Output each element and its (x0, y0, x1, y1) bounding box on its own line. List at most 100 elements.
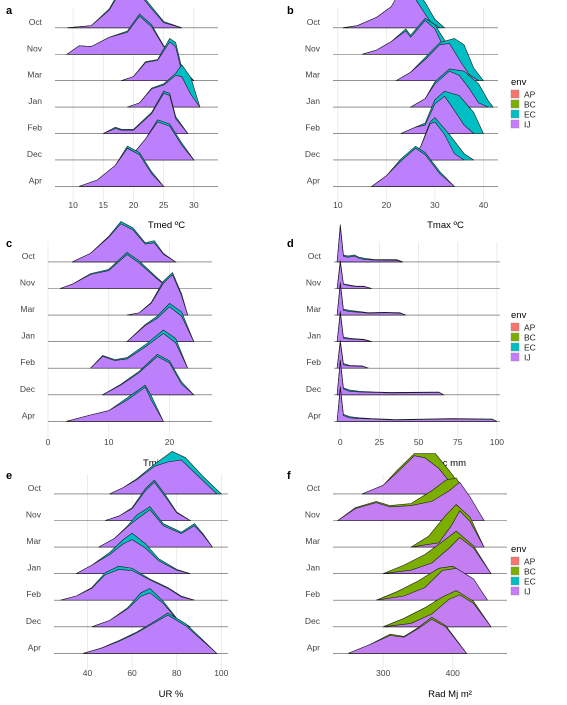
tick-label: 25 (375, 437, 385, 447)
density-ec (336, 359, 445, 396)
ridge-jan: Jan (306, 68, 498, 108)
row-label: Mar (20, 304, 35, 314)
row-label: Feb (27, 123, 42, 133)
panel-d: d Oct Nov Mar Jan Feb Dec Apr 0 25 50 75 100 Prec mm e… (287, 224, 536, 469)
density-ij (336, 226, 403, 263)
ridge-dec: Dec (306, 359, 500, 396)
row-label: Dec (305, 616, 321, 626)
legend-swatch-ec (510, 342, 520, 352)
legend-swatch-ij (510, 586, 520, 596)
density-ij (336, 388, 498, 422)
legend-swatch-bc (510, 332, 520, 342)
ridge-jan: Jan (21, 303, 212, 342)
panel-e: e Oct Nov Mar Jan Feb Dec Apr 40 60 80 100 UR % (6, 451, 229, 700)
ridge-apr: Apr (22, 384, 212, 422)
row-label: Apr (308, 410, 321, 420)
row-label: Mar (305, 70, 320, 80)
panel-a: a Oct Nov Mar Jan Feb Dec Apr 10 15 20 25 30 Tmed ºC (6, 0, 218, 231)
density-ij (348, 618, 468, 654)
ridge-nov: Nov (305, 17, 498, 55)
panel-f: f Oct Nov Mar Jan Feb Dec Apr 300 400 Rad Mj m² env… (287, 453, 536, 700)
ridge-nov: Nov (20, 252, 212, 289)
row-label: Feb (20, 357, 35, 367)
density-ij (76, 539, 191, 574)
density-ij (126, 274, 189, 316)
ridge-nov: Nov (305, 477, 507, 521)
tick-label: 40 (479, 200, 489, 210)
legend-swatch-ap (510, 556, 520, 566)
row-label: Mar (27, 70, 42, 80)
row-label: Jan (306, 563, 320, 573)
legend-title: env (511, 544, 527, 555)
tick-label: 20 (165, 437, 175, 447)
row-label: Mar (26, 536, 41, 546)
density-ij (66, 386, 164, 422)
row-label: Dec (305, 149, 321, 159)
x-axis-label: Tmax ºC (427, 220, 464, 231)
row-label: Apr (22, 410, 35, 420)
row-label: Feb (305, 589, 320, 599)
row-label: Mar (306, 304, 321, 314)
tick-label: 30 (430, 200, 440, 210)
row-label: Nov (306, 278, 322, 288)
row-label: Oct (22, 251, 36, 261)
ridge-apr: Apr (307, 616, 507, 654)
density-ij (400, 95, 475, 134)
row-label: Oct (308, 251, 322, 261)
legend-swatch-bc (510, 566, 520, 576)
row-label: Apr (307, 175, 320, 185)
density-ij (336, 361, 444, 396)
legend-label: BC (524, 333, 536, 343)
density-ij (336, 342, 369, 369)
panel-c: cOctNovMarJanFebDecApr01020Tmin ºC (6, 221, 212, 469)
row-label: Dec (306, 384, 322, 394)
legend-swatch-ap (510, 322, 520, 332)
tick-label: 0 (338, 437, 343, 447)
row-label: Jan (307, 331, 321, 341)
row-label: Nov (26, 510, 42, 520)
x-axis-label: Prec mm (428, 458, 466, 469)
row-label: Nov (305, 510, 321, 520)
density-ij (376, 567, 489, 601)
panel-b: b Oct Nov Mar Jan Feb Dec Apr 10 20 30 40 Tmax ºC env… (287, 0, 536, 231)
density-ec (336, 224, 404, 263)
row-label: Jan (28, 96, 42, 106)
ridge-nov: Nov (306, 260, 500, 289)
density-ij (72, 223, 177, 263)
x-axis-label: UR % (159, 689, 184, 700)
density-ij (67, 0, 182, 29)
legend-label: IJ (524, 120, 531, 130)
ridge-oct: Oct (307, 0, 498, 29)
tick-label: 10 (333, 200, 343, 210)
legend-label: AP (524, 557, 536, 567)
ridge-jan: Jan (28, 64, 218, 108)
density-ij (410, 510, 485, 548)
density-ij (336, 284, 407, 316)
ridge-mar: Mar (306, 282, 500, 316)
tick-label: 10 (68, 200, 78, 210)
legend-label: BC (524, 100, 536, 110)
tick-label: 30 (189, 200, 199, 210)
tick-label: 80 (172, 668, 182, 678)
tick-label: 50 (414, 437, 424, 447)
legend-title: env (511, 77, 527, 88)
legend-label: AP (524, 90, 536, 100)
ridge-apr: Apr (308, 386, 500, 422)
row-label: Nov (20, 278, 36, 288)
tick-label: 10 (104, 437, 114, 447)
legend-label: EC (524, 343, 536, 353)
density-ij (383, 537, 492, 574)
ridge-dec: Dec (20, 354, 212, 396)
density-ij (60, 569, 195, 601)
tick-label: 60 (127, 668, 137, 678)
ridge-oct: Oct (29, 0, 218, 29)
ridge-feb: Feb (306, 340, 500, 369)
legend-title: env (511, 310, 527, 321)
row-label: Dec (27, 149, 43, 159)
row-label: Dec (20, 384, 36, 394)
density-ij (370, 147, 456, 187)
